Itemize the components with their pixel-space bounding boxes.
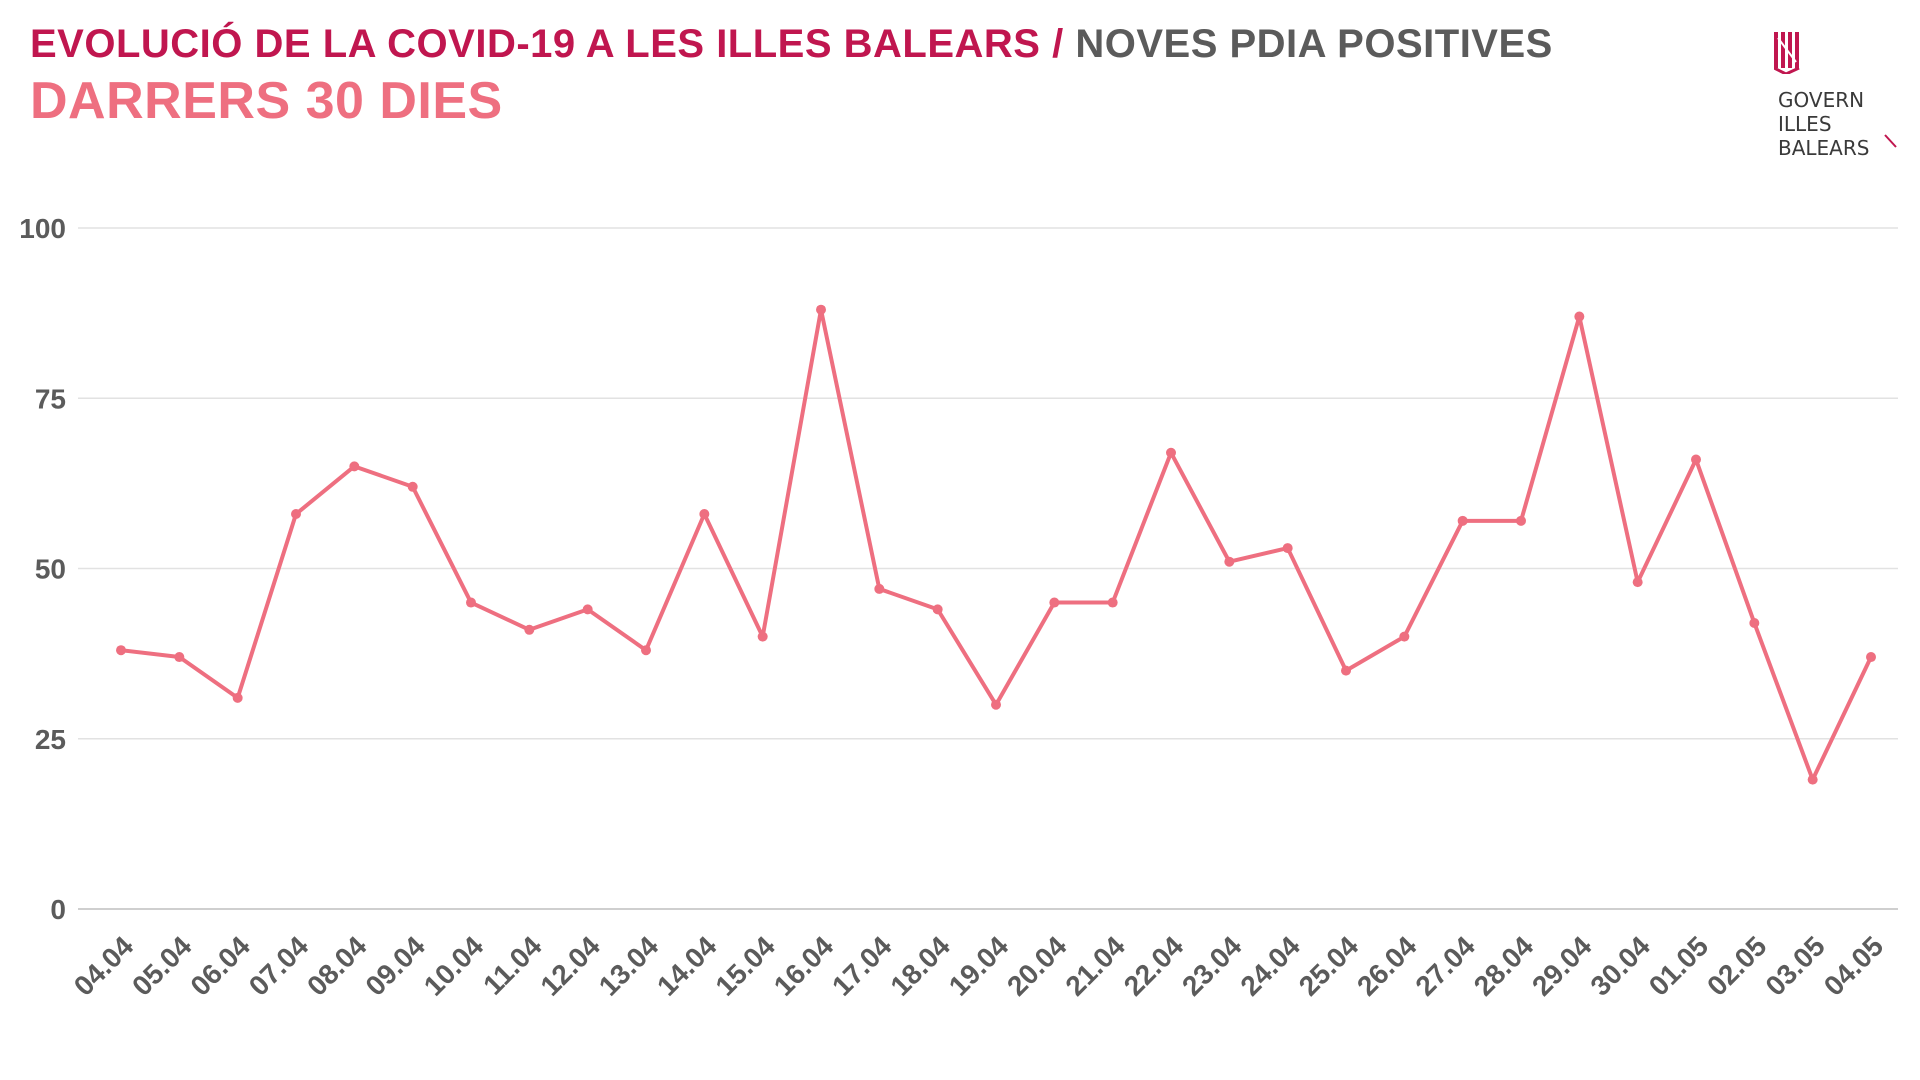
data-point [524,624,535,635]
data-point [641,645,651,656]
data-point [466,597,476,608]
x-tick-label: 16.04 [768,930,840,1002]
data-point [1866,652,1876,663]
title-separator: / [1040,22,1076,66]
x-tick-label: 24.04 [1234,930,1306,1002]
data-point [1457,515,1468,526]
data-point [757,631,768,642]
x-tick-label: 20.04 [1001,930,1073,1002]
data-point [582,604,593,615]
data-point [349,461,360,472]
data-point [1049,597,1060,608]
data-point [1632,577,1643,588]
data-point [1166,447,1176,458]
govern-logo: GOVERN ILLES BALEARS [1772,32,1902,172]
data-point [991,699,1001,710]
logo-slash-icon [1884,134,1897,148]
x-tick-label: 27.04 [1409,930,1481,1002]
x-tick-label: 15.04 [709,930,781,1002]
x-tick-label: 14.04 [651,930,723,1002]
x-tick-label: 17.04 [826,930,898,1002]
data-point [1516,515,1526,526]
y-tick-label: 50 [35,554,66,585]
data-point [1399,631,1410,642]
x-axis-ticks: 04.0405.0406.0407.0408.0409.0410.0411.04… [68,930,1889,1002]
data-point [932,604,943,615]
x-tick-label: 05.04 [126,930,198,1002]
y-axis-ticks: 0 25 50 75 100 [19,213,66,925]
grid-lines [78,227,1898,910]
data-point [1574,311,1585,322]
x-tick-label: 25.04 [1293,930,1365,1002]
x-tick-label: 07.04 [243,930,315,1002]
x-tick-label: 12.04 [534,930,606,1002]
x-tick-label: 22.04 [1118,930,1190,1002]
x-tick-label: 28.04 [1468,930,1540,1002]
data-point [1341,665,1351,676]
data-point [816,304,826,315]
data-point [1107,597,1118,608]
data-point [1282,543,1293,554]
x-tick-label: 29.04 [1526,930,1598,1002]
x-tick-label: 23.04 [1176,930,1248,1002]
y-tick-label: 0 [50,894,66,925]
x-tick-label: 19.04 [943,930,1015,1002]
data-point [116,645,126,656]
y-tick-label: 25 [35,724,66,755]
x-tick-label: 18.04 [884,930,956,1002]
data-point [1691,454,1701,465]
x-tick-label: 21.04 [1059,930,1131,1002]
x-tick-label: 03.05 [1759,930,1830,1001]
data-point [1807,774,1818,785]
x-tick-label: 01.05 [1643,930,1714,1001]
data-point [407,481,418,492]
series-points [116,304,1876,785]
data-point [699,509,710,520]
x-tick-label: 30.04 [1584,930,1656,1002]
x-tick-label: 02.05 [1701,930,1772,1001]
x-tick-label: 04.04 [68,930,140,1002]
title-sub: NOVES PDIA POSITIVES [1075,22,1553,66]
x-tick-label: 06.04 [184,930,256,1002]
x-tick-label: 10.04 [418,930,490,1002]
x-tick-label: 11.04 [477,930,548,1001]
x-tick-label: 08.04 [301,930,373,1002]
x-tick-label: 04.05 [1818,930,1889,1001]
x-tick-label: 13.04 [593,930,665,1002]
chart-subtitle: DARRERS 30 DIES [30,72,503,130]
data-point [291,509,301,520]
y-tick-label: 75 [35,383,66,414]
title-main: EVOLUCIÓ DE LA COVID-19 A LES ILLES BALE… [30,22,1041,66]
chart-title: EVOLUCIÓ DE LA COVID-19 A LES ILLES BALE… [30,22,1553,67]
data-point [174,652,185,663]
govern-illes-balears-logo-icon [1774,32,1800,74]
x-tick-label: 09.04 [359,930,431,1002]
title-block: EVOLUCIÓ DE LA COVID-19 A LES ILLES BALE… [30,22,1553,131]
data-point [874,583,885,594]
data-point [1749,617,1760,628]
data-point [232,692,243,703]
y-tick-label: 100 [19,213,66,244]
x-tick-label: 26.04 [1351,930,1423,1002]
data-point [1224,556,1235,567]
logo-text: GOVERN ILLES BALEARS [1778,88,1870,160]
